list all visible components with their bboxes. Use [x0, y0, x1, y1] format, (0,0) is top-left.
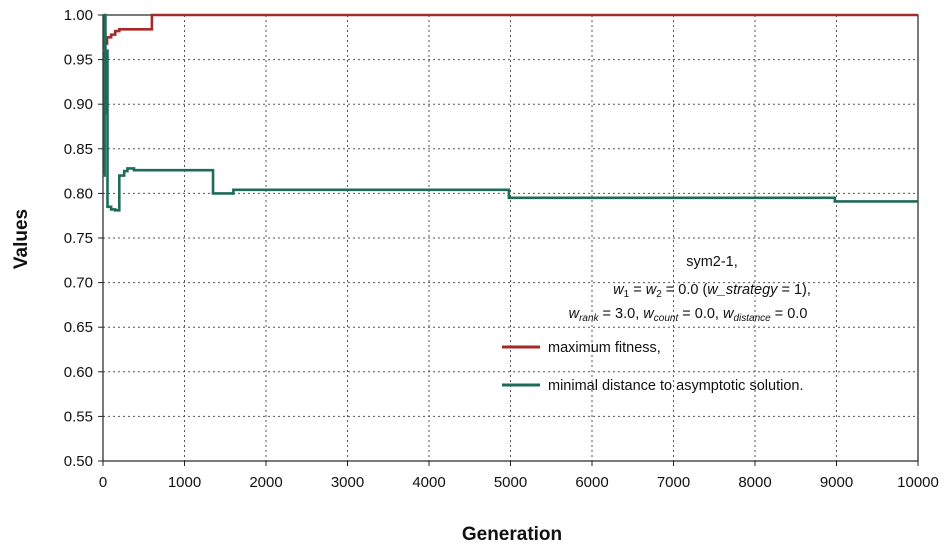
y-tick-label: 0.55 [64, 408, 93, 425]
y-tick-label: 0.70 [64, 275, 93, 292]
x-tick-label: 10000 [897, 474, 939, 491]
y-tick-label: 0.75 [64, 230, 93, 247]
y-tick-label: 0.85 [64, 141, 93, 158]
x-tick-label: 1000 [168, 474, 201, 491]
x-tick-label: 6000 [575, 474, 608, 491]
y-tick-label: 0.95 [64, 52, 93, 69]
legend-label-max-fitness: maximum fitness, [548, 340, 661, 356]
legend: sym2-1, w1 = w2 = 0.0 (w_strategy = 1), … [502, 254, 811, 394]
x-tick-label: 7000 [657, 474, 690, 491]
x-tick-label: 5000 [494, 474, 527, 491]
grid-lines [103, 15, 918, 461]
annotation-line-1: sym2-1, [686, 254, 738, 270]
y-tick-label: 1.00 [64, 7, 93, 24]
y-tick-label: 0.90 [64, 96, 93, 113]
x-tick-label: 3000 [331, 474, 364, 491]
x-tick-label: 4000 [412, 474, 445, 491]
y-tick-label: 0.80 [64, 185, 93, 202]
x-tick-label: 9000 [820, 474, 853, 491]
annotation-line-2: w1 = w2 = 0.0 (w_strategy = 1), [613, 282, 811, 300]
annotation-line-3: wrank = 3.0, wcount = 0.0, wdistance = 0… [569, 306, 808, 324]
series-lines [103, 13, 918, 212]
legend-label-min-distance: minimal distance to asymptotic solution. [548, 378, 803, 394]
tick-labels: 0 1000 2000 3000 4000 5000 6000 7000 8000 9000 100… [64, 7, 939, 491]
y-tick-label: 0.60 [64, 364, 93, 381]
y-axis-title: Values [11, 209, 32, 269]
x-tick-label: 2000 [249, 474, 282, 491]
x-tick-label: 8000 [738, 474, 771, 491]
axes [98, 14, 919, 466]
x-axis-title: Generation [462, 524, 562, 545]
y-tick-label: 0.50 [64, 453, 93, 470]
x-tick-label: 0 [99, 474, 107, 491]
y-tick-label: 0.65 [64, 319, 93, 336]
series-line-min-distance [103, 13, 918, 212]
